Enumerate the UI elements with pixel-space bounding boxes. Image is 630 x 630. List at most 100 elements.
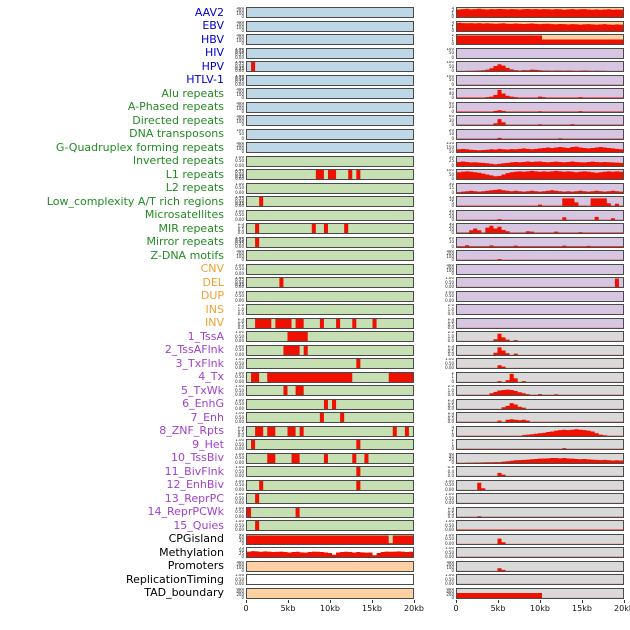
y-axis-tick-labels: 1.00 0.50 0.00: [235, 155, 244, 167]
signal-area: [315, 170, 361, 180]
signal-track-right: [456, 155, 624, 167]
signal-track-left: [246, 452, 414, 464]
signal-track-left: [246, 587, 414, 599]
signal-area: [457, 327, 623, 328]
row-label: HBV: [200, 33, 224, 46]
signal-area: [457, 402, 623, 409]
signal-track-left: [246, 506, 414, 518]
signal-area: [457, 568, 623, 571]
y-axis-tick-labels: 30 20 10 0: [448, 223, 454, 235]
signal-area: [356, 467, 361, 477]
signal-area: [356, 359, 361, 369]
signal-track-right: [456, 412, 624, 424]
signal-area: [259, 480, 361, 490]
signal-area: [457, 22, 623, 31]
x-axis-scale: 0 5kb 10kb 15kb 20kb: [243, 600, 424, 618]
signal-track-left: [246, 439, 414, 451]
y-axis-tick-labels: 75 50 25 0: [238, 547, 244, 559]
signal-area: [457, 49, 623, 58]
y-axis-tick-labels: 1.00 0.50 0.00: [235, 479, 244, 491]
signal-area: [457, 347, 623, 355]
x-axis-tick: [330, 600, 331, 603]
track-row: 14_ReprPCWk 1.00 0.50 0.00 1.5 1.0 0.5 0.0: [0, 506, 630, 520]
y-axis-tick-labels: 100 50 0: [446, 61, 454, 73]
signal-track-left: [246, 398, 414, 410]
signal-area: [457, 265, 623, 274]
track-row: A-Phased repeats 300 200 100 0 40 20 0: [0, 101, 630, 115]
track-row: L1 repeats 1.00 0.75 0.50 0.25 0.00 100 50 0: [0, 168, 630, 182]
y-axis-tick-labels: 1.00 0.50 0.00: [235, 209, 244, 221]
y-axis-tick-labels: 300 200 100 0: [236, 101, 244, 113]
y-axis-tick-labels: 1.00 0.50 0.00: [235, 358, 244, 370]
signal-track-right: [456, 587, 624, 599]
y-axis-tick-labels: 1.00 0.50 0.00: [445, 547, 454, 559]
signal-area: [247, 130, 413, 139]
signal-area: [457, 278, 623, 288]
signal-area: [247, 211, 413, 220]
signal-track-left: [246, 88, 414, 100]
signal-area: [247, 22, 413, 31]
signal-track-right: [456, 7, 624, 19]
signal-track-left: [246, 560, 414, 572]
track-row: AAV2 300 200 100 0 3 2 1 0: [0, 6, 630, 20]
x-axis-tick: [582, 600, 583, 603]
signal-track-left: [246, 358, 414, 370]
track-row: EBV 300 200 100 0 3 2 1 0: [0, 20, 630, 34]
y-axis-tick-labels: 1.00 0.50 0.00: [235, 452, 244, 464]
signal-track-left: [246, 317, 414, 329]
track-row: Low_complexity A/T rich regions 1.00 0.75 0…: [0, 195, 630, 209]
signal-track-right: [456, 331, 624, 343]
signal-area: [247, 575, 413, 584]
signal-track-left: [246, 466, 414, 478]
y-axis-tick-labels: 300 200 100 0: [236, 20, 244, 32]
x-axis-tick: [414, 600, 415, 603]
signal-area: [457, 9, 623, 18]
row-label: HIV: [204, 47, 224, 60]
signal-track-left: [246, 20, 414, 32]
row-label: 13_ReprPC: [164, 492, 224, 505]
signal-track-right: [456, 182, 624, 194]
y-axis-tick-labels: 300 200 100 0: [236, 34, 244, 46]
signal-track-left: [246, 385, 414, 397]
signal-area: [247, 562, 413, 571]
signal-track-right: [456, 20, 624, 32]
x-axis: 0 5kb 10kb 15kb 20kb 0 5kb 10kb 15kb 20kb: [0, 600, 630, 618]
track-row: 13_ReprPC 1.00 0.50 0.00 1.00 0.50 0.00: [0, 492, 630, 506]
y-axis-tick-labels: 90 60 30 0: [238, 533, 244, 545]
row-label: Microsatellites: [144, 209, 224, 222]
signal-track-right: [456, 371, 624, 383]
y-axis-tick-labels: 1.5 1.0 0.5 0.0: [237, 425, 244, 437]
y-axis-tick-labels: 1.00 0.50 0.00: [235, 412, 244, 424]
row-label: 9_Het: [192, 438, 224, 451]
signal-track-right: [456, 34, 624, 46]
signal-area: [457, 90, 623, 99]
signal-area: [457, 334, 623, 342]
signal-track-left: [246, 547, 414, 559]
y-axis-tick-labels: 300 200 100 0: [236, 250, 244, 262]
signal-area: [255, 494, 260, 504]
signal-track-left: [246, 34, 414, 46]
y-axis-tick-labels: 100 50 0: [236, 128, 244, 140]
signal-area: [247, 103, 413, 112]
signal-track-right: [456, 574, 624, 586]
track-row: ReplicationTiming 1.00 0.50 0.00 1.00 0.50 0.0…: [0, 573, 630, 587]
signal-track-right: [456, 304, 624, 316]
track-row: 9_Het 1.00 0.50 0.00 2 1 0: [0, 438, 630, 452]
y-axis-tick-labels: 1.00 0.75 0.50 0.25 0.00: [235, 196, 244, 208]
y-axis-tick-labels: 20 10 0: [448, 236, 454, 248]
y-axis-tick-labels: 1.00 0.50 0.00: [445, 358, 454, 370]
row-label: DNA transposons: [129, 128, 224, 141]
x-axis-label: 10kb: [320, 604, 340, 613]
signal-area: [259, 197, 264, 207]
y-axis-tick-labels: 2.0 1.0 0.0: [447, 304, 454, 316]
row-label: 14_ReprPCWk: [147, 506, 224, 519]
signal-area: [457, 84, 623, 85]
signal-track-left: [246, 263, 414, 275]
signal-area: [255, 224, 349, 234]
y-axis-tick-labels: 1.00 0.50 0.00: [445, 533, 454, 545]
signal-area: [457, 448, 623, 450]
signal-track-left: [246, 493, 414, 505]
y-axis-tick-labels: 300 200 100 0: [446, 250, 454, 262]
